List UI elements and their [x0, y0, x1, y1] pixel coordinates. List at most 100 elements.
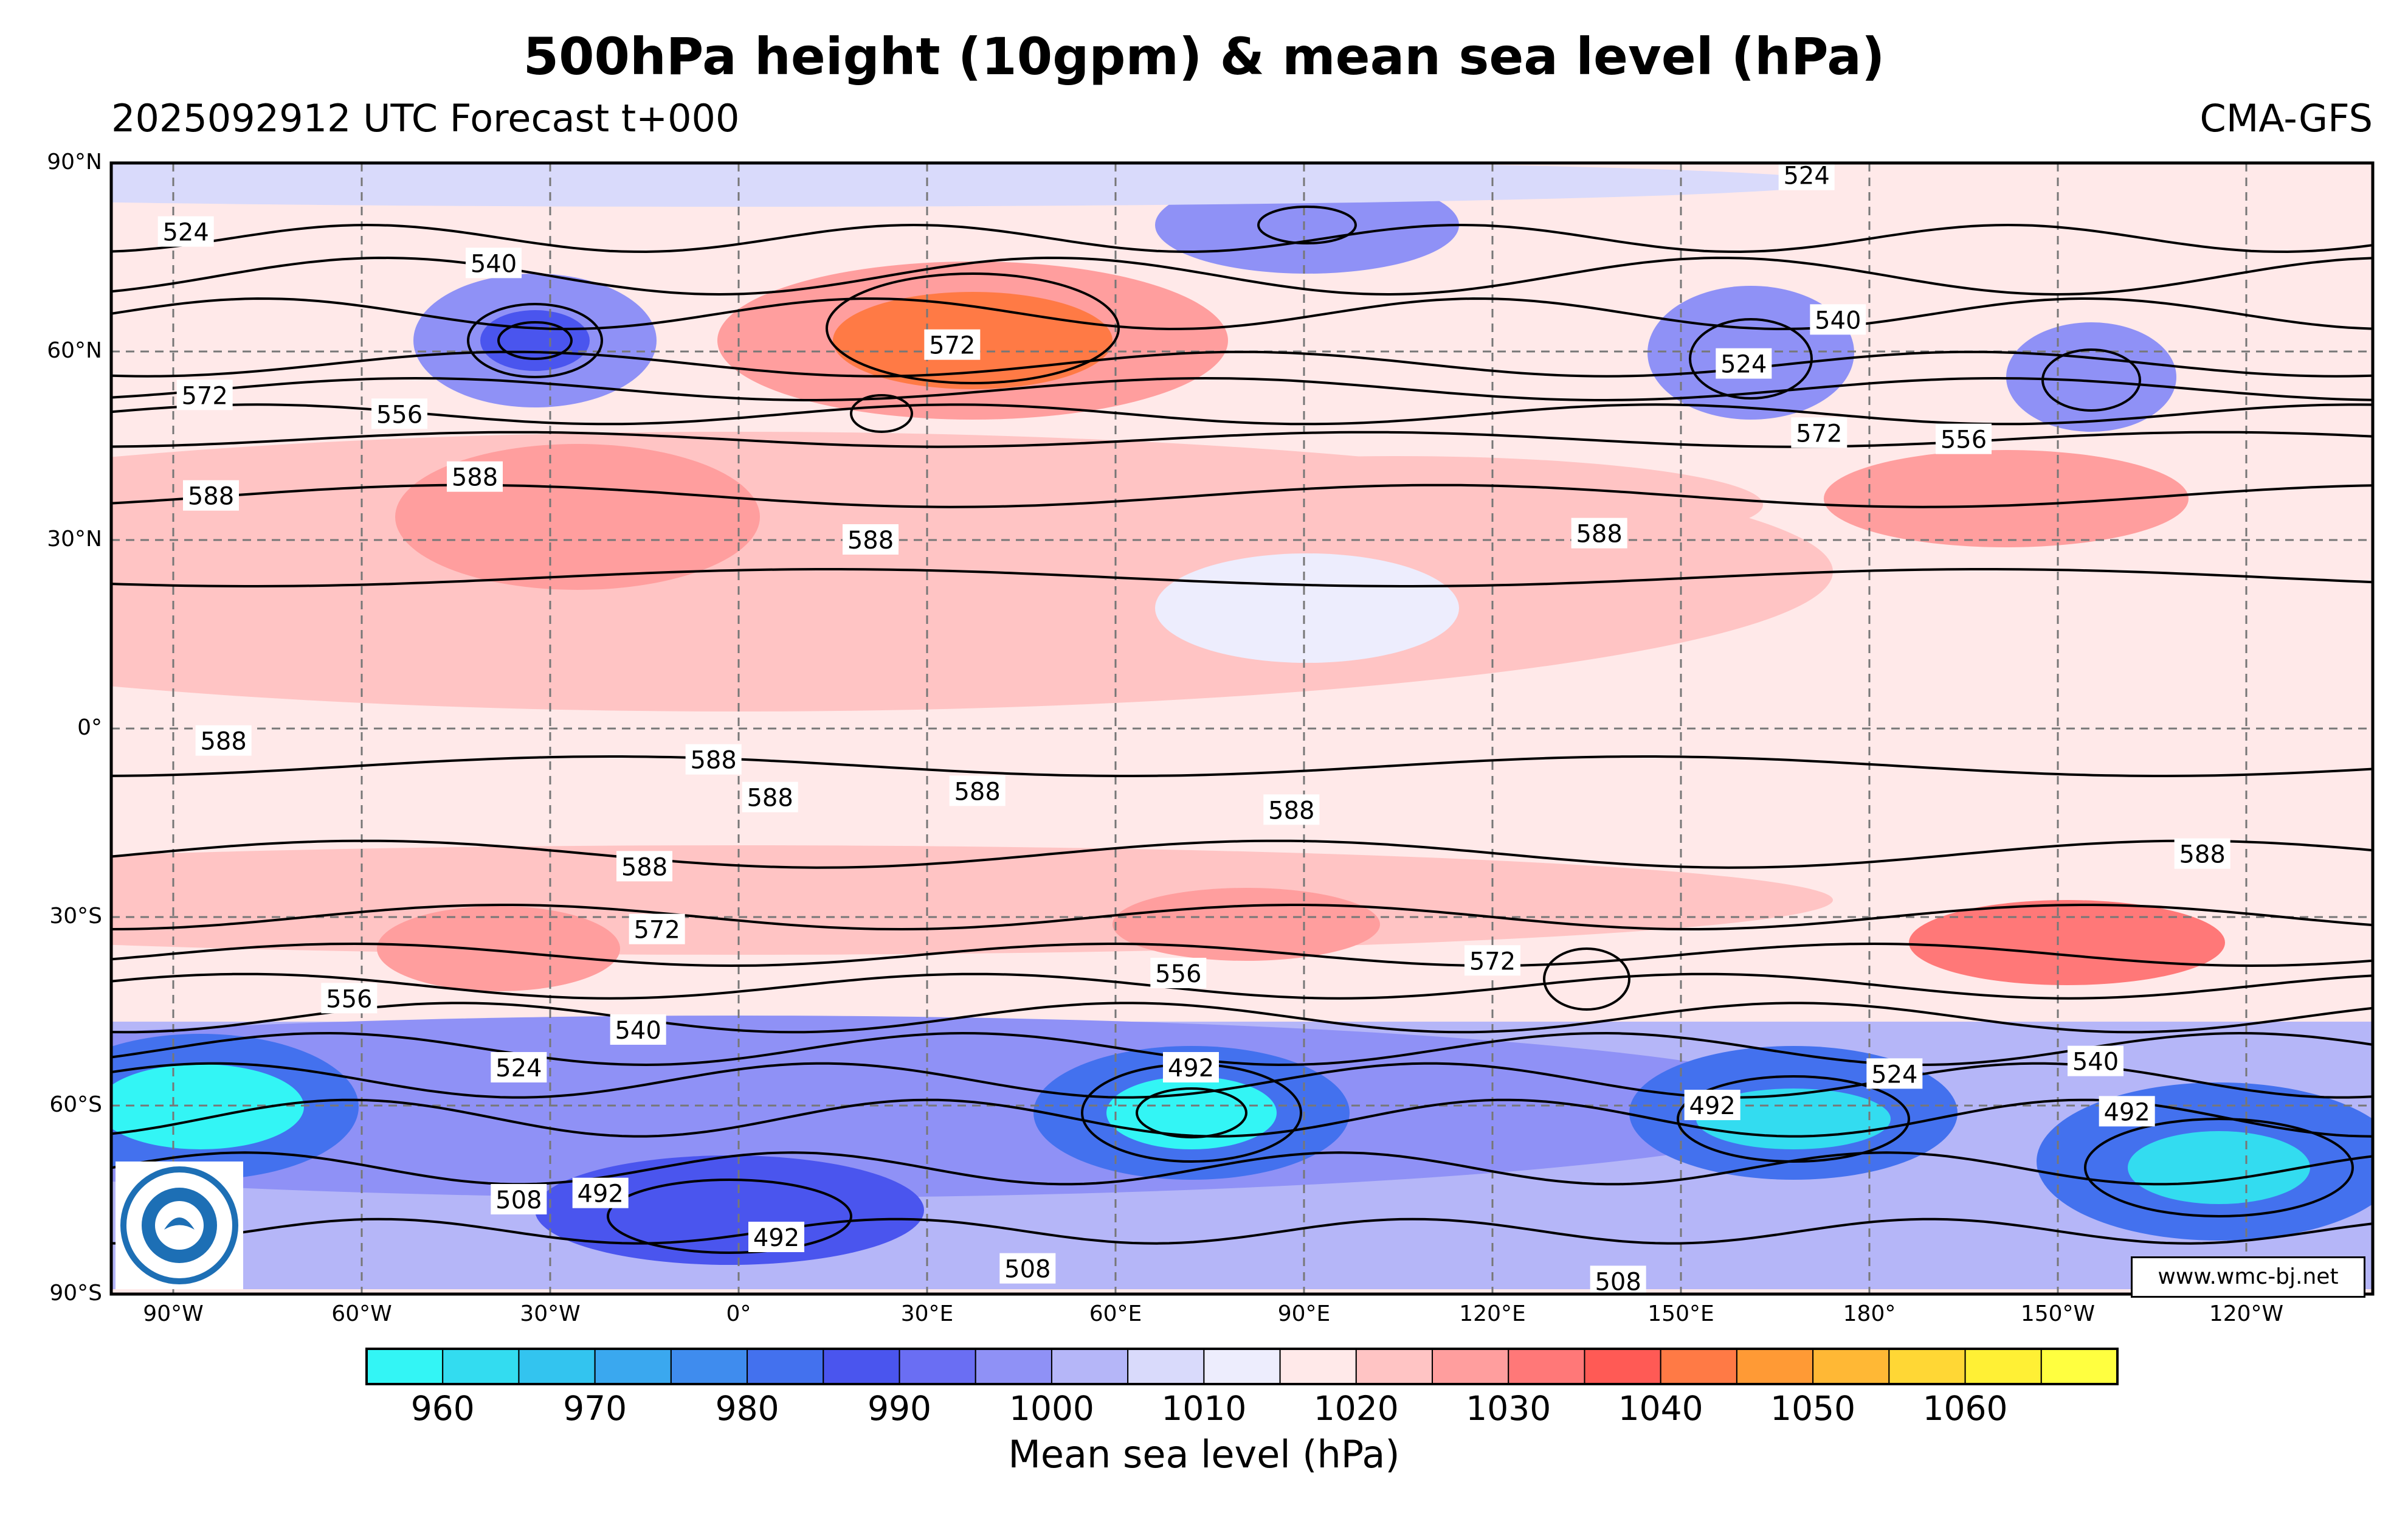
colorbar-segment	[823, 1348, 900, 1385]
contour-label-text: 492	[2103, 1098, 2150, 1126]
pressure-field-blob	[2006, 322, 2176, 432]
closed-height-contour	[1543, 947, 1630, 1011]
colorbar-tick-label: 980	[715, 1389, 779, 1428]
colorbar	[365, 1348, 2119, 1385]
colorbar-tick-label: 970	[563, 1389, 627, 1428]
closed-height-contour	[607, 1179, 852, 1254]
contour-label-text: 492	[753, 1224, 799, 1252]
latitude-tick-label: 90°N	[47, 150, 102, 175]
pressure-fields	[111, 163, 2373, 1289]
contour-labels: 524 540 524 572 540 524 572 556 572 556 588 588 588 5…	[51, 163, 2230, 1294]
height-contour-line	[111, 839, 2373, 869]
colorbar-segment	[518, 1348, 596, 1385]
cma-logo	[116, 1162, 243, 1289]
colorbar-segment	[899, 1348, 976, 1385]
contour-label-text: 492	[1689, 1092, 1735, 1120]
height-contour-line	[111, 376, 2373, 401]
height-contour-line	[111, 942, 2373, 968]
contour-label: 508	[1590, 1265, 1646, 1294]
colorbar-tick-label: 990	[868, 1389, 931, 1428]
colorbar-segment	[670, 1348, 748, 1385]
closed-height-contour	[2041, 348, 2141, 412]
colorbar-tick-label: 1040	[1618, 1389, 1703, 1428]
contour-label: 540	[466, 248, 522, 279]
contour-label-text: 572	[633, 916, 680, 944]
pressure-field-blob	[2128, 1131, 2310, 1204]
colorbar-segment	[442, 1348, 520, 1385]
colorbar-tick-label: 960	[410, 1389, 475, 1428]
colorbar-title: Mean sea level (hPa)	[1008, 1432, 1400, 1477]
latitude-tick-label: 0°	[77, 715, 102, 740]
colorbar-tick-label: 1060	[1922, 1389, 2008, 1428]
colorbar-segment	[594, 1348, 672, 1385]
contour-label: 572	[629, 913, 685, 944]
contour-label: 588	[183, 480, 239, 511]
contour-label: 588	[742, 781, 798, 812]
colorbar-tick-label: 1000	[1009, 1389, 1094, 1428]
contour-label-text: 508	[495, 1186, 542, 1214]
closed-height-contour	[826, 272, 1120, 384]
contour-label-text: 588	[2179, 841, 2225, 869]
longitude-tick-label: 30°E	[900, 1301, 954, 1326]
longitude-tick-label: 150°E	[1647, 1301, 1714, 1326]
colorbar-segment	[1964, 1348, 2042, 1385]
contour-label-text: 588	[954, 778, 1000, 806]
pressure-field-blob	[1033, 456, 1763, 553]
website-label: www.wmc-bj.net	[2131, 1256, 2365, 1298]
longitude-tick-label: 90°E	[1277, 1301, 1331, 1326]
contour-label-text: 588	[1576, 521, 1622, 549]
closed-height-contour	[850, 394, 913, 433]
pressure-field-blob	[480, 310, 590, 371]
colorbar-segment	[1355, 1348, 1433, 1385]
latitude-tick-label: 30°S	[49, 904, 102, 929]
contour-label: 572	[1464, 945, 1520, 976]
pressure-field-blob	[1155, 553, 1459, 663]
height-contour-line	[111, 297, 2373, 331]
latitude-tick-label: 90°S	[49, 1281, 102, 1306]
contour-label: 556	[321, 983, 378, 1014]
contour-label: 508	[51, 1046, 107, 1076]
contour-label-text: 556	[376, 401, 423, 429]
closed-height-contour	[1136, 1087, 1247, 1138]
colorbar-segment	[1888, 1348, 1966, 1385]
longitude-tick-label: 90°W	[143, 1301, 204, 1326]
contour-label: 492	[2099, 1096, 2155, 1127]
contour-label-text: 540	[2072, 1048, 2119, 1076]
closed-height-contour	[1257, 206, 1357, 244]
contour-label: 572	[1791, 417, 1847, 448]
longitude-tick-label: 30°W	[520, 1301, 581, 1326]
colorbar-segment	[1660, 1348, 1737, 1385]
colorbar-segment	[1279, 1348, 1357, 1385]
colorbar-segment	[975, 1348, 1052, 1385]
contour-label-text: 588	[747, 784, 793, 812]
longitude-tick-label: 180°	[1843, 1301, 1896, 1326]
closed-height-contour	[467, 303, 603, 378]
contour-label: 588	[949, 775, 1006, 806]
contour-label: 556	[1936, 423, 1992, 454]
closed-height-contour	[2084, 1118, 2354, 1217]
colorbar-segment	[1203, 1348, 1281, 1385]
contour-label-text: 572	[1796, 420, 1842, 448]
contour-label: 524	[1716, 348, 1772, 379]
colorbar-segment	[1127, 1348, 1205, 1385]
contour-label: 556	[1150, 958, 1207, 988]
contour-label-text: 492	[1168, 1054, 1214, 1082]
contour-label: 588	[616, 851, 672, 882]
contour-label-text: 572	[929, 332, 975, 360]
height-contour-line	[111, 1002, 2373, 1034]
forecast-time-label: 2025092912 UTC Forecast t+000	[111, 96, 740, 140]
height-contour-line	[111, 972, 2373, 1000]
colorbar-tick-label: 1030	[1466, 1389, 1551, 1428]
contour-label: 588	[1571, 518, 1627, 549]
contour-label-text: 524	[162, 219, 209, 247]
contour-label: 524	[157, 216, 214, 247]
contour-label: 508	[999, 1253, 1056, 1284]
height-contour-line	[111, 350, 2373, 378]
contour-label-text: 540	[615, 1017, 661, 1045]
map-frame	[109, 161, 2375, 1296]
colorbar-segment	[1432, 1348, 1509, 1385]
pressure-field-blob	[111, 163, 1833, 207]
longitude-tick-label: 60°W	[331, 1301, 392, 1326]
height-contour-line	[111, 568, 2373, 587]
height-contour-line	[111, 1151, 2373, 1186]
